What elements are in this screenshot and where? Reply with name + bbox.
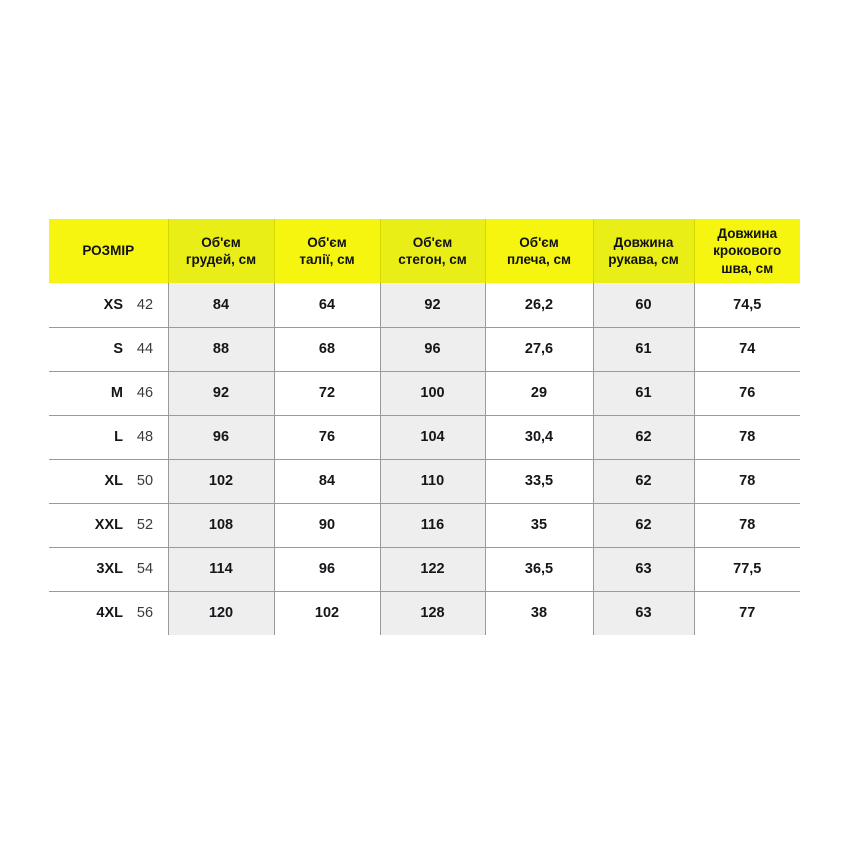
cell-sleeve: 63 bbox=[593, 546, 695, 591]
cell-size: 3XL 54 bbox=[49, 546, 169, 591]
size-letter: XS bbox=[103, 296, 123, 313]
cell-size: L 48 bbox=[49, 414, 169, 459]
cell-hip: 128 bbox=[380, 590, 486, 635]
table-row: 4XL 56 120 102 128 38 63 77 bbox=[49, 590, 800, 635]
cell-chest: 88 bbox=[168, 326, 275, 371]
cell-inseam: 74 bbox=[694, 326, 800, 371]
size-number: 42 bbox=[136, 296, 154, 313]
cell-waist: 64 bbox=[274, 283, 381, 327]
cell-waist: 68 bbox=[274, 326, 381, 371]
cell-inseam: 77 bbox=[694, 590, 800, 635]
size-letter: M bbox=[110, 385, 123, 401]
size-letter: 4XL bbox=[96, 605, 123, 622]
table-row: 3XL 54 114 96 122 36,5 63 77,5 bbox=[49, 546, 800, 591]
cell-waist: 90 bbox=[274, 502, 381, 547]
cell-sleeve: 62 bbox=[593, 414, 695, 459]
size-number: 46 bbox=[136, 385, 154, 401]
cell-shoulder: 33,5 bbox=[485, 458, 594, 503]
cell-waist: 76 bbox=[274, 414, 381, 459]
column-header-hip: Об'єм стегон, см bbox=[380, 219, 486, 283]
cell-inseam: 78 bbox=[694, 502, 800, 547]
cell-waist: 96 bbox=[274, 546, 381, 591]
cell-inseam: 76 bbox=[694, 370, 800, 415]
size-number: 56 bbox=[136, 605, 154, 622]
table-row: L 48 96 76 104 30,4 62 78 bbox=[49, 414, 800, 459]
size-chart-table: РОЗМІР Об'єм грудей, см Об'єм талії, см … bbox=[49, 219, 800, 635]
cell-hip: 122 bbox=[380, 546, 486, 591]
table-row: XXL 52 108 90 116 35 62 78 bbox=[49, 502, 800, 547]
size-letter: L bbox=[114, 429, 123, 445]
table-row: S 44 88 68 96 27,6 61 74 bbox=[49, 326, 800, 371]
cell-chest: 92 bbox=[168, 370, 275, 415]
cell-waist: 72 bbox=[274, 370, 381, 415]
cell-shoulder: 38 bbox=[485, 590, 594, 635]
table-row: XS 42 84 64 92 26,2 60 74,5 bbox=[49, 283, 800, 327]
cell-size: XS 42 bbox=[49, 283, 169, 327]
cell-inseam: 77,5 bbox=[694, 546, 800, 591]
cell-shoulder: 35 bbox=[485, 502, 594, 547]
cell-sleeve: 60 bbox=[593, 283, 695, 327]
column-header-sleeve: Довжина рукава, см bbox=[593, 219, 695, 283]
cell-chest: 84 bbox=[168, 283, 275, 327]
cell-hip: 104 bbox=[380, 414, 486, 459]
cell-shoulder: 26,2 bbox=[485, 283, 594, 327]
cell-shoulder: 30,4 bbox=[485, 414, 594, 459]
cell-size: XXL 52 bbox=[49, 502, 169, 547]
cell-shoulder: 36,5 bbox=[485, 546, 594, 591]
column-header-shoulder: Об'єм плеча, см bbox=[485, 219, 594, 283]
column-header-size: РОЗМІР bbox=[49, 219, 169, 283]
table-row: XL 50 102 84 110 33,5 62 78 bbox=[49, 458, 800, 503]
cell-sleeve: 62 bbox=[593, 458, 695, 503]
cell-inseam: 78 bbox=[694, 414, 800, 459]
cell-hip: 110 bbox=[380, 458, 486, 503]
size-number: 44 bbox=[136, 341, 154, 357]
size-letter: S bbox=[113, 341, 123, 357]
cell-size: S 44 bbox=[49, 326, 169, 371]
size-number: 48 bbox=[136, 429, 154, 445]
cell-shoulder: 27,6 bbox=[485, 326, 594, 371]
cell-waist: 102 bbox=[274, 590, 381, 635]
cell-chest: 96 bbox=[168, 414, 275, 459]
column-header-chest: Об'єм грудей, см bbox=[168, 219, 275, 283]
cell-inseam: 74,5 bbox=[694, 283, 800, 327]
cell-chest: 108 bbox=[168, 502, 275, 547]
table-body: XS 42 84 64 92 26,2 60 74,5 S 44 88 68 96 27,6 61 74 M 46… bbox=[49, 283, 800, 635]
column-header-inseam: Довжина крокового шва, см bbox=[694, 219, 800, 283]
cell-hip: 100 bbox=[380, 370, 486, 415]
size-letter: XXL bbox=[94, 517, 123, 533]
size-number: 50 bbox=[136, 473, 154, 489]
cell-hip: 116 bbox=[380, 502, 486, 547]
cell-size: XL 50 bbox=[49, 458, 169, 503]
size-chart-container: РОЗМІР Об'єм грудей, см Об'єм талії, см … bbox=[49, 219, 800, 635]
cell-sleeve: 62 bbox=[593, 502, 695, 547]
size-number: 52 bbox=[136, 517, 154, 533]
cell-inseam: 78 bbox=[694, 458, 800, 503]
cell-sleeve: 63 bbox=[593, 590, 695, 635]
cell-chest: 114 bbox=[168, 546, 275, 591]
table-row: M 46 92 72 100 29 61 76 bbox=[49, 370, 800, 415]
cell-sleeve: 61 bbox=[593, 326, 695, 371]
cell-sleeve: 61 bbox=[593, 370, 695, 415]
cell-chest: 120 bbox=[168, 590, 275, 635]
size-letter: 3XL bbox=[96, 561, 123, 577]
cell-hip: 96 bbox=[380, 326, 486, 371]
size-letter: XL bbox=[104, 473, 123, 489]
cell-size: 4XL 56 bbox=[49, 590, 169, 635]
size-number: 54 bbox=[136, 561, 154, 577]
cell-hip: 92 bbox=[380, 283, 486, 327]
column-header-waist: Об'єм талії, см bbox=[274, 219, 381, 283]
header-row: РОЗМІР Об'єм грудей, см Об'єм талії, см … bbox=[49, 219, 800, 283]
cell-chest: 102 bbox=[168, 458, 275, 503]
cell-shoulder: 29 bbox=[485, 370, 594, 415]
cell-size: M 46 bbox=[49, 370, 169, 415]
cell-waist: 84 bbox=[274, 458, 381, 503]
table-header: РОЗМІР Об'єм грудей, см Об'єм талії, см … bbox=[49, 219, 800, 283]
